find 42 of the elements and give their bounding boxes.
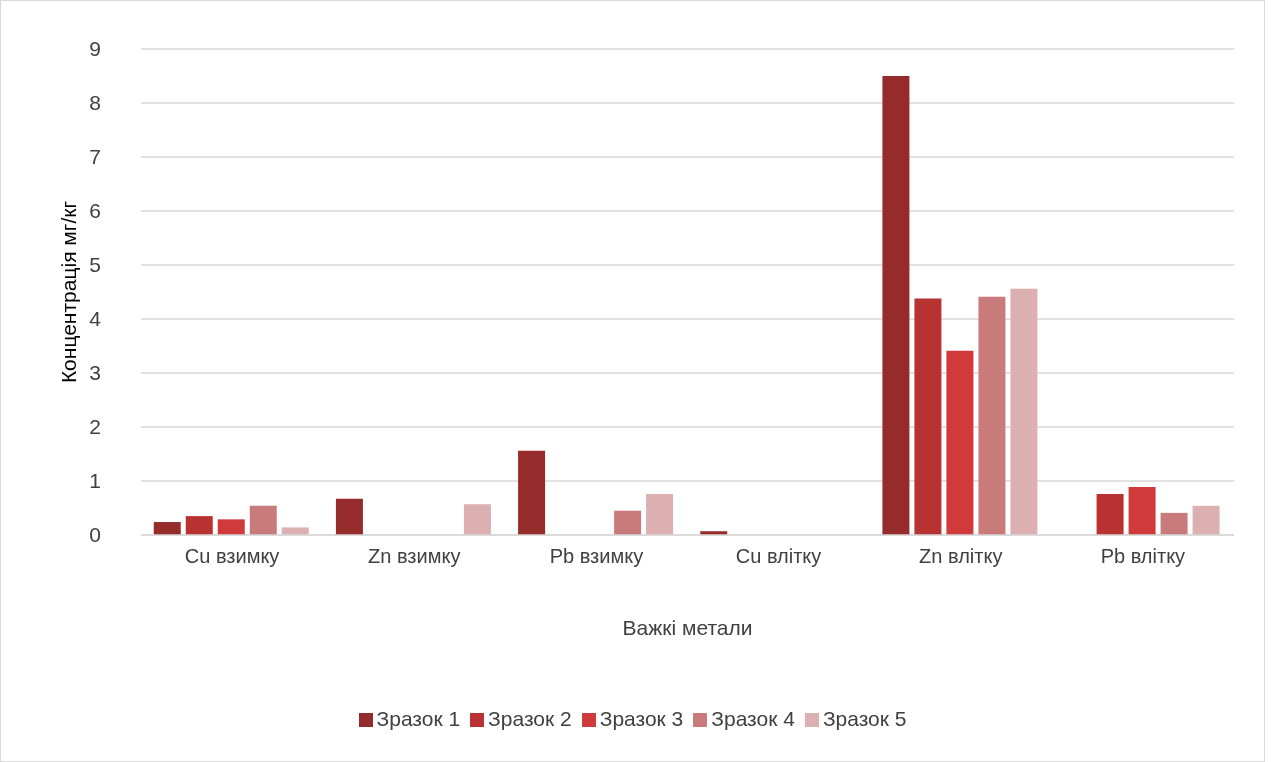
- x-tick-label: Cu взимку: [184, 545, 280, 568]
- bar: [1192, 505, 1220, 535]
- x-tick-label: Pb взимку: [549, 545, 644, 568]
- y-tick-label: 5: [89, 253, 101, 277]
- bar: [249, 505, 277, 535]
- legend-label: Зразок 2: [488, 707, 572, 730]
- bar: [335, 498, 363, 535]
- bar: [463, 504, 491, 535]
- bar: [646, 493, 674, 535]
- bar: [1096, 493, 1124, 535]
- bar: [281, 527, 309, 535]
- bar: [185, 516, 213, 535]
- y-tick-label: 4: [89, 307, 102, 331]
- x-tick-label: Pb влітку: [1100, 545, 1186, 568]
- legend-label: Зразок 3: [599, 707, 684, 730]
- y-tick-label: 1: [89, 469, 101, 493]
- y-tick-label: 8: [89, 91, 101, 115]
- x-tick-label: Zn влітку: [919, 545, 1003, 568]
- y-tick-label: 0: [89, 523, 101, 547]
- bar: [1010, 288, 1038, 535]
- y-axis-title: Концентрація мг/кг: [57, 200, 81, 384]
- y-tick-label: 3: [89, 361, 101, 385]
- bar: [1128, 486, 1156, 535]
- y-tick-label: 9: [89, 37, 101, 61]
- bar: [882, 76, 910, 535]
- legend-label: Зразок 4: [711, 707, 795, 730]
- legend-label: Зразок 5: [822, 707, 907, 730]
- y-tick-label: 6: [89, 199, 101, 223]
- y-tick-label: 2: [89, 415, 101, 439]
- bar: [1160, 512, 1188, 535]
- y-tick-label: 7: [89, 145, 101, 169]
- legend-label: Зразок 1: [376, 707, 461, 730]
- bar: [614, 510, 642, 535]
- bar: [914, 298, 942, 535]
- bar: [946, 350, 974, 535]
- bar: [978, 296, 1006, 535]
- x-tick-label: Cu влітку: [735, 545, 822, 568]
- bar: [518, 450, 546, 535]
- x-axis-title: Важкі метали: [622, 616, 753, 639]
- bar: [153, 522, 181, 535]
- bar: [217, 519, 245, 535]
- x-tick-label: Zn взимку: [368, 545, 461, 568]
